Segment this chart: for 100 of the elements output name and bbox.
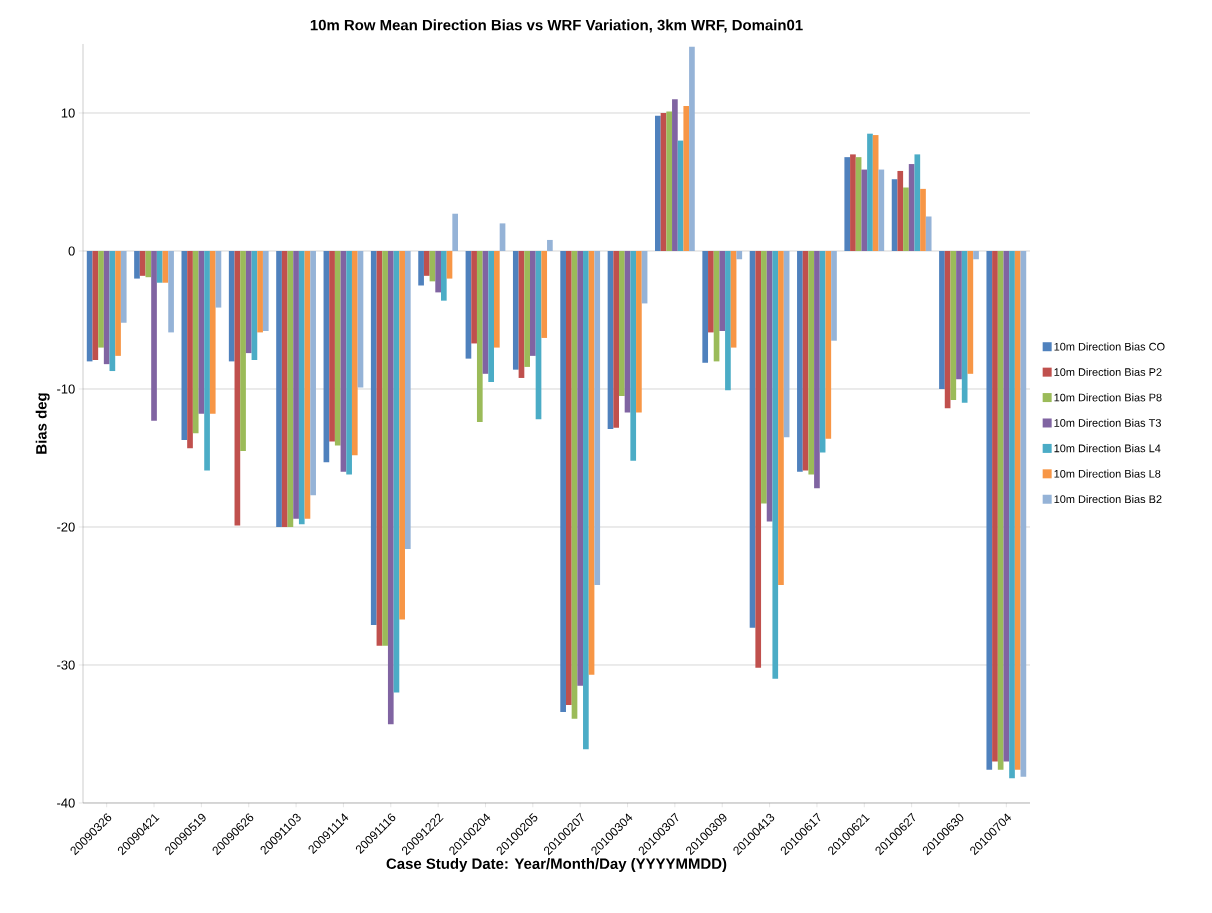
bar [452, 213, 459, 251]
bar [310, 250, 316, 496]
bar [245, 250, 252, 354]
bar [920, 188, 926, 251]
bar [814, 250, 820, 489]
bar [156, 250, 163, 283]
bar [683, 106, 690, 251]
bar [702, 250, 709, 363]
bar [672, 99, 678, 251]
bar [867, 133, 873, 251]
bar [850, 154, 856, 251]
legend-label: 10m Direction Bias T3 [1054, 418, 1161, 427]
bar [120, 250, 127, 323]
y-tick-label: 10 [61, 108, 75, 118]
bar [861, 169, 868, 251]
bar [619, 250, 625, 396]
bar [547, 239, 553, 251]
bar [529, 250, 536, 356]
bar [435, 250, 441, 293]
bar [329, 250, 335, 442]
legend-label: 10m Direction Bias B2 [1054, 495, 1162, 504]
bar [387, 250, 394, 725]
chart-title: 10m Row Mean Direction Bias vs WRF Variation, 3km WRF, Domain01 [310, 19, 803, 33]
legend-label: 10m Direction Bias P2 [1054, 367, 1162, 376]
bar [181, 250, 188, 441]
bar [565, 250, 572, 705]
bar [103, 250, 110, 365]
bar [778, 250, 784, 585]
bar [973, 250, 979, 260]
bar [494, 250, 500, 348]
bar [725, 250, 731, 391]
bar [346, 250, 352, 475]
bar [1009, 250, 1015, 779]
bar [370, 250, 377, 625]
bar [1003, 250, 1010, 762]
bar [351, 250, 358, 456]
bar [950, 250, 957, 401]
y-tick-label: -30 [57, 660, 75, 670]
bar [986, 250, 993, 770]
legend-label: 10m Direction Bias L8 [1054, 469, 1161, 478]
bar [488, 250, 495, 383]
legend-label: 10m Direction Bias P8 [1054, 393, 1162, 402]
bar [471, 250, 477, 344]
bar [298, 250, 305, 525]
bar [914, 154, 921, 251]
bar [209, 250, 216, 414]
x-axis-title: Case Study Date: Year/Month/Day (YYYYMMDD) [386, 858, 727, 872]
bar [139, 250, 146, 276]
bar [541, 250, 548, 338]
bar [844, 157, 851, 251]
y-tick-label: 0 [68, 246, 75, 256]
bar [594, 250, 601, 585]
bar [187, 250, 193, 449]
legend-label: 10m Direction Bias L4 [1054, 444, 1161, 453]
bar [825, 250, 832, 439]
bar [903, 187, 909, 251]
y-axis-title: Bias deg [35, 393, 50, 454]
y-tick-label: -40 [57, 798, 75, 808]
bar [524, 250, 530, 367]
bar [204, 250, 210, 471]
bar [761, 250, 767, 504]
bar [399, 250, 405, 620]
bar [115, 250, 121, 356]
bar [689, 46, 695, 251]
bar [956, 250, 962, 380]
bar [808, 250, 815, 475]
bar [925, 216, 932, 251]
bar [1014, 250, 1021, 770]
bar [512, 250, 519, 370]
bar [192, 250, 199, 434]
bar [772, 250, 779, 679]
bar [708, 250, 714, 333]
bar [831, 250, 837, 341]
bar [897, 170, 904, 251]
bar [281, 250, 288, 527]
bar [939, 250, 945, 389]
bar [560, 250, 566, 712]
bar [228, 250, 235, 362]
bar [797, 250, 803, 472]
bar [736, 250, 743, 260]
bar [666, 111, 673, 251]
y-tick-label: -20 [57, 522, 75, 532]
bar [276, 250, 282, 527]
bar [878, 169, 885, 251]
bar [293, 250, 299, 519]
bar [719, 250, 726, 332]
bar [583, 250, 589, 750]
bar [134, 250, 140, 279]
bar [92, 250, 99, 361]
bar [262, 250, 269, 332]
bar [240, 250, 246, 452]
bar [755, 250, 762, 668]
bar [636, 250, 642, 413]
bar [151, 250, 157, 421]
bar [992, 250, 998, 762]
bar [418, 250, 424, 286]
bar [257, 250, 263, 333]
bar [98, 250, 104, 348]
bar [961, 250, 968, 403]
bar [655, 115, 661, 251]
